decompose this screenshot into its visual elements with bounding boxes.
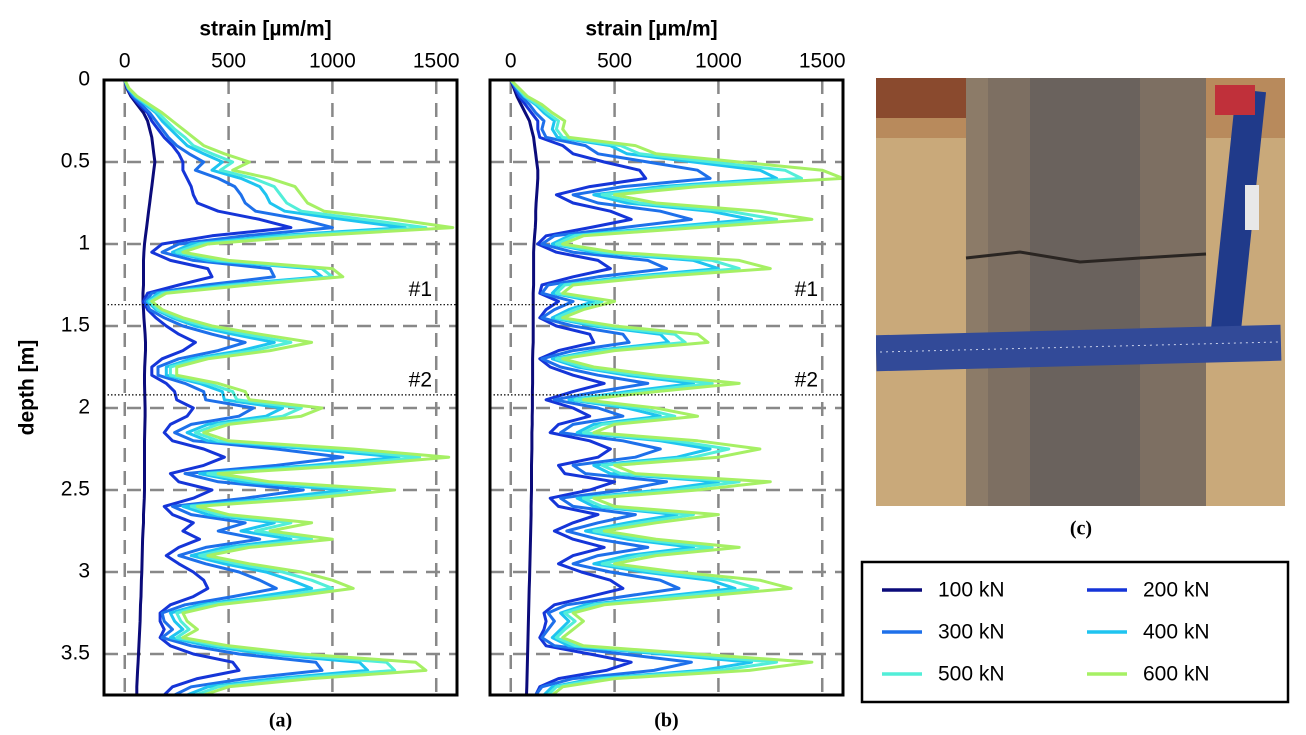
x-tick-label: 1000 bbox=[309, 50, 356, 73]
x-tick-label: 1500 bbox=[413, 50, 460, 73]
chart-caption: (b) bbox=[654, 710, 678, 732]
legend-label: 400 kN bbox=[1143, 621, 1210, 644]
legend: 100 kN 200 kN 300 kN 400 kN 500 kN 600 kN bbox=[882, 579, 1210, 686]
strain-line bbox=[123, 80, 407, 695]
y-axis-label: depth [m] bbox=[16, 340, 39, 436]
chart: 0 500 1000 1500 #1 #2 strain [µm/m] (b) bbox=[488, 18, 846, 732]
strain-line bbox=[509, 80, 803, 695]
legend-label: 100 kN bbox=[938, 579, 1005, 602]
annotation-label: #2 bbox=[409, 368, 432, 391]
x-axis-label: strain [µm/m] bbox=[199, 18, 331, 41]
strain-line bbox=[509, 80, 540, 695]
y-tick-label: 2 bbox=[78, 396, 90, 419]
lines bbox=[123, 80, 455, 695]
legend-label: 200 kN bbox=[1143, 579, 1210, 602]
chart-caption: (a) bbox=[269, 710, 292, 732]
photo bbox=[876, 78, 1285, 506]
y-tick-label: 2.5 bbox=[61, 478, 90, 501]
x-tick-label: 500 bbox=[211, 50, 246, 73]
y-tick-label: 3 bbox=[78, 560, 90, 583]
chart: 0 500 1000 1500 0 0.5 1 1.5 2 2.5 3 3.5 #1 #2 strain [… bbox=[16, 18, 460, 732]
x-tick-label: 1000 bbox=[695, 50, 742, 73]
lines bbox=[509, 80, 843, 695]
strain-line bbox=[123, 80, 428, 695]
plot-frame bbox=[488, 78, 845, 697]
legend-box bbox=[860, 560, 1290, 704]
x-axis-label: strain [µm/m] bbox=[585, 18, 717, 41]
legend-label: 600 kN bbox=[1143, 663, 1210, 686]
strain-line bbox=[123, 80, 345, 695]
strain-line bbox=[123, 80, 455, 695]
x-tick-label: 0 bbox=[505, 50, 517, 73]
strain-line bbox=[509, 80, 843, 695]
legend-label: 300 kN bbox=[938, 621, 1005, 644]
strain-line bbox=[123, 80, 293, 695]
y-tick-label: 3.5 bbox=[61, 642, 90, 665]
strain-line bbox=[123, 80, 157, 695]
legend-label: 500 kN bbox=[938, 663, 1005, 686]
strain-line bbox=[509, 80, 648, 695]
annotation-label: #1 bbox=[795, 278, 818, 301]
annotation-label: #2 bbox=[795, 368, 818, 391]
y-tick-label: 1.5 bbox=[61, 314, 90, 337]
plot-frame bbox=[102, 78, 459, 697]
y-tick-label: 1 bbox=[78, 232, 90, 255]
x-tick-label: 1500 bbox=[799, 50, 846, 73]
annotation-label: #1 bbox=[409, 278, 432, 301]
x-tick-label: 500 bbox=[597, 50, 632, 73]
y-tick-label: 0.5 bbox=[61, 150, 90, 173]
x-tick-label: 0 bbox=[119, 50, 131, 73]
image-caption: (c) bbox=[1070, 518, 1092, 540]
strain-line bbox=[509, 80, 712, 695]
y-tick-label: 0 bbox=[78, 68, 90, 91]
